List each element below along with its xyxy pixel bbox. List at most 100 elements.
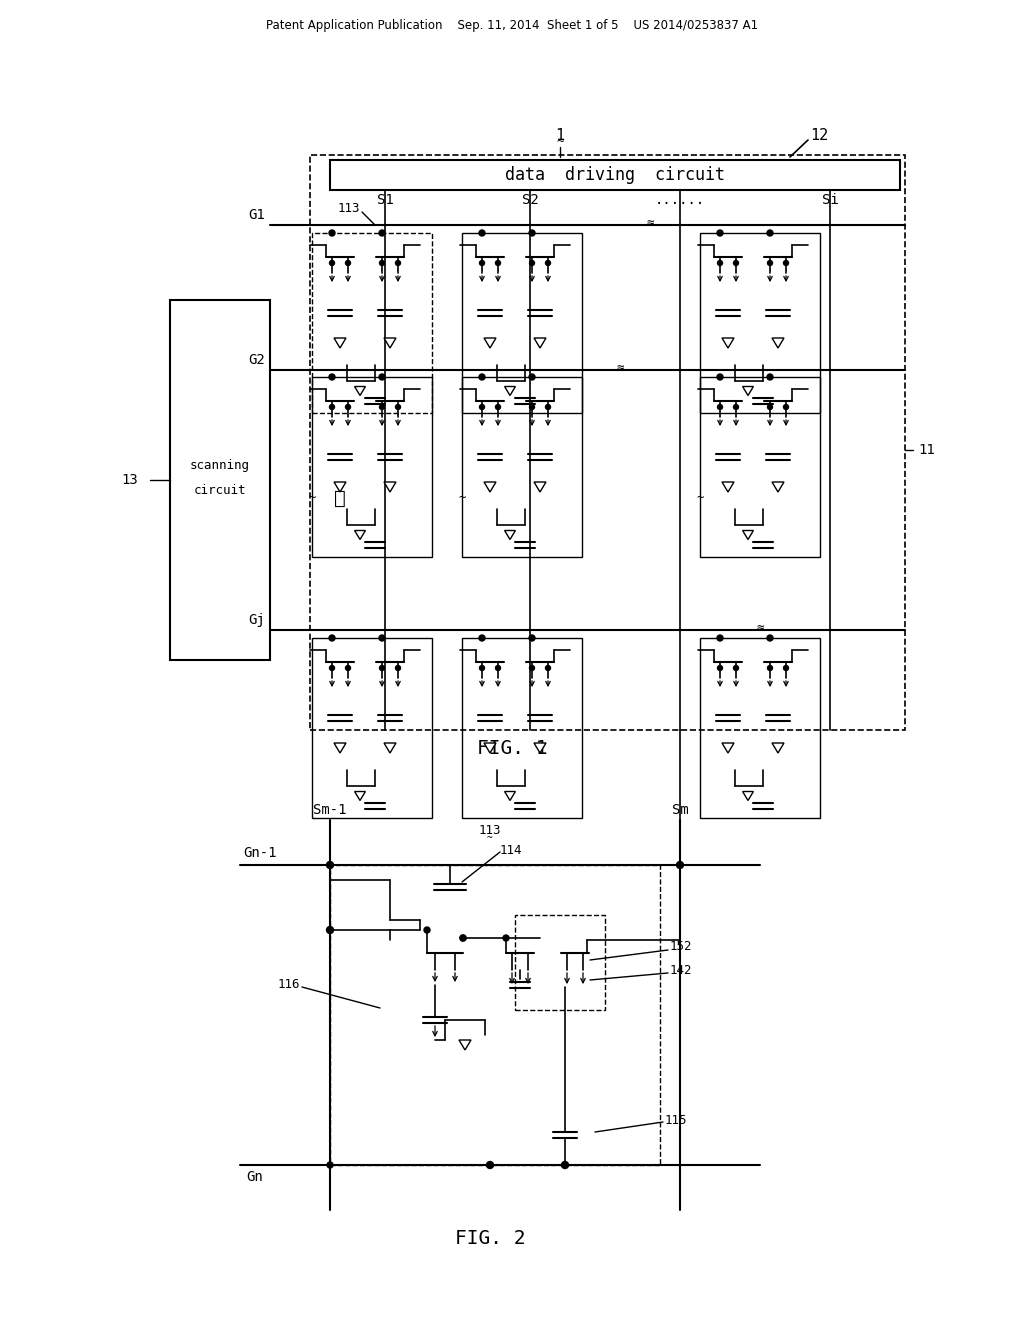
Circle shape: [767, 374, 773, 380]
Polygon shape: [505, 387, 515, 396]
Bar: [700, 378, 820, 557]
Text: 113: 113: [338, 202, 360, 214]
Text: ......: ......: [655, 193, 706, 207]
Circle shape: [330, 404, 335, 409]
Text: Sm-1: Sm-1: [313, 803, 347, 817]
Text: G2: G2: [248, 352, 265, 367]
Circle shape: [479, 665, 484, 671]
Polygon shape: [722, 482, 734, 492]
Circle shape: [783, 404, 788, 409]
Text: 152: 152: [670, 940, 692, 953]
Circle shape: [768, 665, 772, 671]
Circle shape: [460, 935, 466, 941]
Text: 116: 116: [278, 978, 300, 991]
Text: circuit: circuit: [194, 483, 246, 496]
Circle shape: [395, 665, 400, 671]
Bar: [462, 234, 582, 413]
Circle shape: [768, 404, 772, 409]
Bar: [462, 378, 582, 557]
Polygon shape: [334, 482, 346, 492]
Circle shape: [479, 260, 484, 265]
Circle shape: [379, 635, 385, 642]
Bar: [312, 378, 432, 557]
Polygon shape: [772, 482, 784, 492]
Circle shape: [733, 404, 738, 409]
Text: Gn: Gn: [247, 1170, 263, 1184]
Circle shape: [496, 665, 501, 671]
Text: ~: ~: [487, 833, 493, 843]
Circle shape: [395, 260, 400, 265]
Circle shape: [329, 374, 335, 380]
Circle shape: [503, 935, 509, 941]
Text: ⋮: ⋮: [334, 488, 346, 507]
Circle shape: [345, 260, 350, 265]
Polygon shape: [484, 338, 496, 348]
Circle shape: [717, 635, 723, 642]
Circle shape: [345, 665, 350, 671]
Circle shape: [479, 635, 485, 642]
Circle shape: [767, 230, 773, 236]
Circle shape: [717, 230, 723, 236]
Text: 12: 12: [810, 128, 828, 143]
Polygon shape: [334, 743, 346, 752]
Polygon shape: [384, 482, 396, 492]
Circle shape: [767, 635, 773, 642]
Circle shape: [546, 404, 551, 409]
Circle shape: [327, 862, 334, 869]
Text: 113: 113: [479, 824, 502, 837]
Circle shape: [529, 665, 535, 671]
Text: Gn-1: Gn-1: [244, 846, 276, 861]
Text: ~: ~: [459, 491, 466, 504]
Circle shape: [677, 862, 683, 869]
Circle shape: [345, 404, 350, 409]
Polygon shape: [722, 338, 734, 348]
Circle shape: [327, 927, 334, 933]
Text: Gj: Gj: [248, 612, 265, 627]
Text: scanning: scanning: [190, 458, 250, 471]
Circle shape: [783, 665, 788, 671]
Circle shape: [379, 230, 385, 236]
Circle shape: [718, 260, 723, 265]
Polygon shape: [484, 743, 496, 752]
Polygon shape: [534, 338, 546, 348]
Circle shape: [529, 260, 535, 265]
Polygon shape: [384, 743, 396, 752]
Circle shape: [717, 374, 723, 380]
Circle shape: [379, 374, 385, 380]
Text: data  driving  circuit: data driving circuit: [505, 166, 725, 183]
Polygon shape: [484, 482, 496, 492]
Polygon shape: [384, 338, 396, 348]
Circle shape: [330, 260, 335, 265]
Circle shape: [330, 665, 335, 671]
Text: 1: 1: [555, 128, 564, 143]
Circle shape: [380, 665, 384, 671]
Bar: [515, 915, 605, 1010]
Circle shape: [479, 230, 485, 236]
Polygon shape: [722, 743, 734, 752]
Polygon shape: [354, 531, 366, 540]
Circle shape: [546, 665, 551, 671]
Text: FIG. 2: FIG. 2: [455, 1229, 525, 1247]
Bar: [312, 234, 432, 413]
Text: ~: ~: [696, 491, 703, 504]
Circle shape: [718, 665, 723, 671]
Polygon shape: [534, 743, 546, 752]
Text: ~: ~: [308, 491, 315, 504]
Text: S2: S2: [521, 193, 539, 207]
Text: ≈: ≈: [757, 620, 764, 634]
Circle shape: [529, 230, 535, 236]
Bar: [700, 234, 820, 413]
Polygon shape: [354, 792, 366, 800]
Text: Sm: Sm: [672, 803, 688, 817]
Circle shape: [380, 260, 384, 265]
Bar: [700, 638, 820, 818]
Circle shape: [496, 260, 501, 265]
Circle shape: [768, 260, 772, 265]
Circle shape: [561, 1162, 568, 1168]
Circle shape: [329, 230, 335, 236]
Circle shape: [718, 404, 723, 409]
Polygon shape: [354, 387, 366, 396]
Text: 115: 115: [665, 1114, 687, 1126]
Circle shape: [733, 665, 738, 671]
Polygon shape: [742, 792, 754, 800]
